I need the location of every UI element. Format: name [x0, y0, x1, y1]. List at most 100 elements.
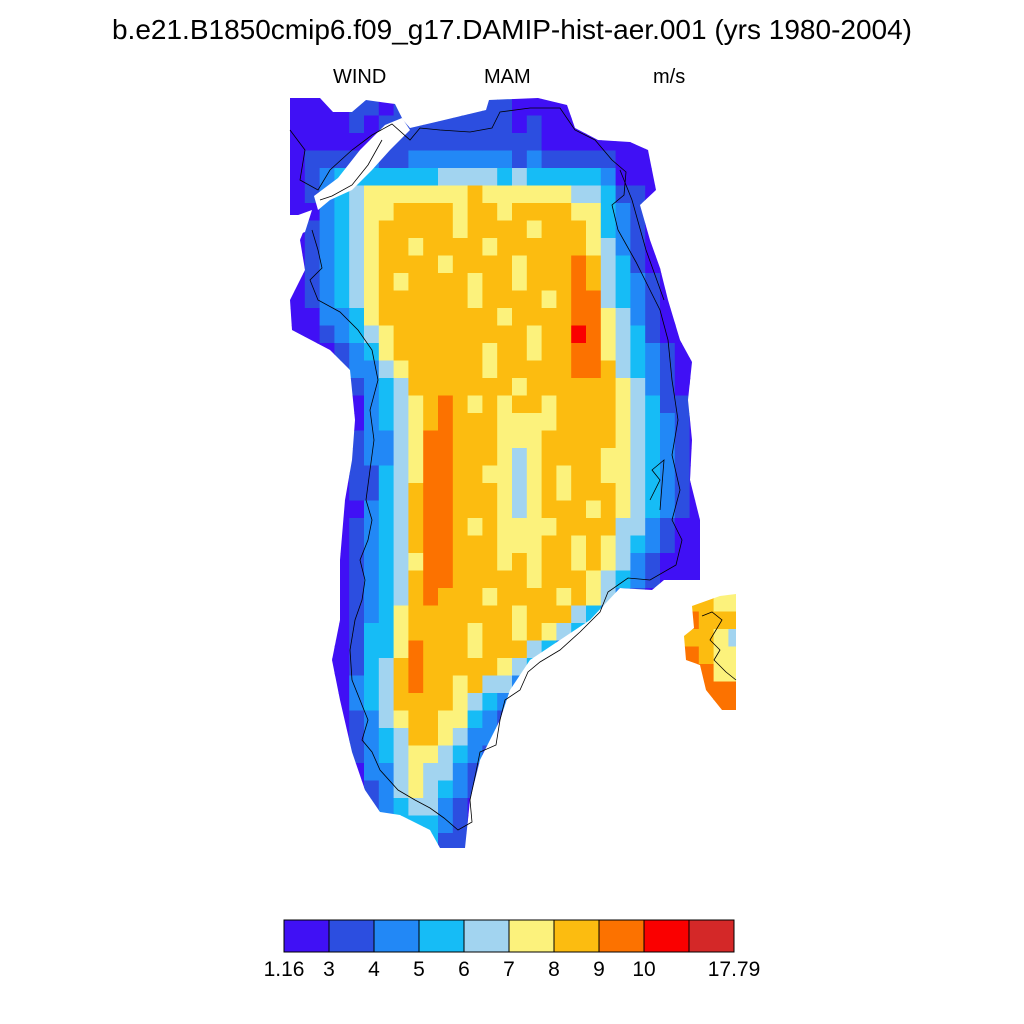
- wind-cell: [290, 133, 306, 152]
- wind-cell: [734, 396, 749, 414]
- wind-cell: [482, 378, 498, 397]
- wind-cell: [334, 675, 350, 694]
- wind-cell: [408, 535, 424, 554]
- wind-cell: [334, 395, 350, 414]
- wind-cell: [334, 798, 350, 817]
- wind-cell: [393, 623, 409, 642]
- wind-cell: [630, 378, 646, 397]
- wind-cell: [349, 500, 365, 519]
- wind-cell: [660, 588, 676, 607]
- wind-cell: [334, 535, 350, 554]
- wind-cell: [349, 728, 365, 747]
- wind-cell: [526, 273, 543, 292]
- wind-cell: [674, 500, 691, 519]
- wind-cell: [408, 570, 424, 589]
- wind-cell: [334, 308, 350, 327]
- wind-cell: [689, 798, 700, 817]
- wind-cell: [684, 646, 700, 665]
- wind-cell: [378, 833, 395, 848]
- wind-cell: [467, 833, 483, 848]
- wind-cell: [630, 115, 646, 134]
- wind-cell: [423, 220, 439, 239]
- wind-cell: [689, 290, 700, 309]
- wind-cell: [304, 693, 321, 712]
- wind-cell: [630, 325, 646, 344]
- wind-cell: [482, 115, 498, 134]
- wind-cell: [734, 413, 749, 431]
- wind-cell: [393, 640, 409, 659]
- colorbar-tick-label: 10: [632, 958, 656, 981]
- wind-cell: [304, 413, 321, 432]
- wind-cell: [364, 728, 380, 747]
- wind-cell: [393, 745, 409, 764]
- wind-cell: [334, 780, 350, 799]
- wind-cell: [615, 448, 631, 467]
- wind-cell: [615, 518, 631, 537]
- wind-cell: [630, 605, 646, 624]
- wind-cell: [541, 728, 557, 747]
- wind-cell: [334, 710, 350, 729]
- wind-cell: [630, 815, 646, 834]
- wind-cell: [364, 658, 380, 677]
- wind-cell: [526, 745, 543, 764]
- map-gaps: [290, 118, 410, 238]
- colorbar-tick-label: 1.16: [263, 958, 305, 981]
- wind-cell: [408, 780, 424, 799]
- wind-cell: [290, 815, 306, 834]
- wind-cell: [689, 518, 700, 537]
- wind-cell: [378, 605, 395, 624]
- wind-cell: [689, 150, 700, 169]
- wind-cell: [393, 343, 409, 362]
- wind-cell: [719, 833, 734, 851]
- wind-cell: [438, 535, 454, 554]
- wind-cell: [319, 430, 335, 449]
- wind-cell: [290, 168, 306, 187]
- wind-cell: [452, 553, 469, 572]
- wind-cell: [704, 378, 719, 396]
- wind-cell: [349, 203, 365, 222]
- colorbar-tick-label: 8: [548, 958, 560, 981]
- wind-cell: [600, 413, 617, 432]
- wind-cell: [645, 798, 661, 817]
- wind-cell: [438, 798, 454, 817]
- wind-cell: [512, 535, 528, 554]
- wind-cell: [438, 675, 454, 694]
- wind-cell: [319, 273, 335, 292]
- wind-cell: [704, 221, 719, 239]
- wind-cell: [482, 395, 498, 414]
- wind-cell: [408, 360, 424, 379]
- wind-cell: [349, 623, 365, 642]
- wind-cell: [645, 640, 661, 659]
- wind-cell: [349, 343, 365, 362]
- wind-cell: [304, 500, 321, 519]
- wind-cell: [452, 798, 469, 817]
- wind-cell: [600, 395, 617, 414]
- wind-cell: [600, 238, 617, 257]
- wind-cell: [571, 430, 587, 449]
- wind-cell: [571, 605, 587, 624]
- wind-cell: [467, 640, 483, 659]
- wind-cell: [734, 553, 749, 571]
- wind-cell: [556, 220, 572, 239]
- wind-cell: [541, 465, 557, 484]
- units-label: m/s: [653, 66, 686, 88]
- wind-cell: [334, 115, 350, 134]
- wind-cell: [349, 98, 365, 117]
- wind-cell: [630, 553, 646, 572]
- wind-cell: [452, 815, 469, 834]
- wind-cell: [556, 395, 572, 414]
- wind-cell: [349, 273, 365, 292]
- wind-cell: [408, 658, 424, 677]
- wind-cell: [349, 815, 365, 834]
- wind-cell: [364, 220, 380, 239]
- wind-cell: [452, 413, 469, 432]
- wind-cell: [512, 203, 528, 222]
- wind-cell: [704, 308, 719, 326]
- wind-cell: [674, 693, 691, 712]
- wind-cell: [423, 150, 439, 169]
- wind-cell: [600, 98, 617, 117]
- wind-cell: [586, 798, 602, 817]
- wind-cell: [319, 220, 335, 239]
- wind-cell: [556, 168, 572, 187]
- wind-cell: [467, 500, 483, 519]
